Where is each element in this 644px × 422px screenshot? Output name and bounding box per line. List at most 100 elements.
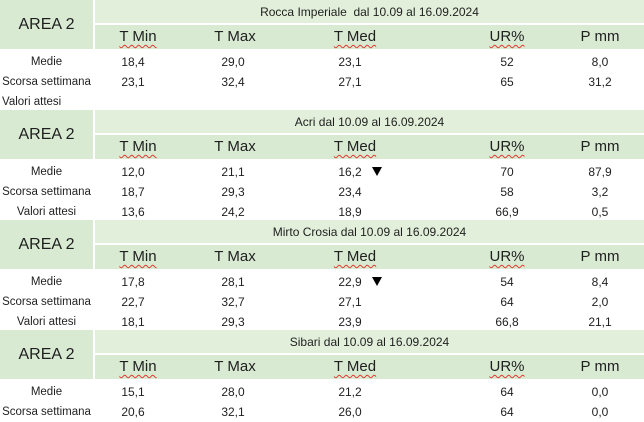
col-header-tmax: T Max [214, 358, 256, 375]
cell-tmed: 27,1 [338, 295, 362, 309]
cell-pmm: 8,4 [591, 275, 609, 289]
cell-ur: 54 [500, 275, 514, 289]
column-header-row: T Min T Max T Med UR% P mm [95, 355, 644, 379]
col-header-ur: UR% [489, 248, 525, 265]
row-label-medie: Medie [30, 56, 63, 68]
table-row-medie: Medie 17,8 28,1 22,9 54 8,4 [0, 272, 644, 292]
col-header-tmax: T Max [214, 28, 256, 45]
col-header-ur: UR% [489, 138, 525, 155]
cell-ur: 52 [500, 55, 514, 69]
col-header-tmin: T Min [119, 28, 157, 45]
table-row-scorsa: Scorsa settimana 22,7 32,7 27,1 64 2,0 [0, 292, 644, 312]
cell-tmin: 18,1 [121, 315, 145, 329]
area-label: AREA 2 [0, 0, 95, 49]
down-arrow-icon [372, 167, 382, 176]
table-row-attesi: Valori attesi [0, 92, 644, 112]
cell-tmax: 29,3 [221, 315, 245, 329]
col-header-pmm: P mm [580, 358, 620, 375]
cell-tmin: 20,6 [121, 405, 145, 419]
table-row-medie: Medie 15,1 28,0 21,2 64 0,0 [0, 382, 644, 402]
col-header-tmed: T Med [333, 28, 377, 45]
cell-ur: 70 [500, 165, 514, 179]
cell-tmed: 23,9 [338, 315, 362, 329]
col-header-pmm: P mm [580, 28, 620, 45]
cell-tmed: 21,2 [338, 385, 362, 399]
cell-pmm: 0,0 [591, 405, 609, 419]
station-title: Sibari dal 10.09 al 16.09.2024 [95, 330, 644, 355]
column-header-row: T Min T Max T Med UR% P mm [95, 25, 644, 49]
cell-tmax: 29,0 [221, 55, 245, 69]
column-header-row: T Min T Max T Med UR% P mm [95, 245, 644, 269]
cell-tmin: 18,7 [121, 185, 145, 199]
row-label-scorsa: Scorsa settimana [2, 406, 91, 418]
cell-pmm: 8,0 [591, 55, 609, 69]
col-header-ur: UR% [489, 28, 525, 45]
cell-tmin: 22,7 [121, 295, 145, 309]
cell-tmax: 28,1 [221, 275, 245, 289]
table-row-attesi: Valori attesi 18,1 29,3 23,9 66,8 21,1 [0, 312, 644, 332]
cell-tmed: 27,1 [338, 75, 362, 89]
row-label-scorsa: Scorsa settimana [2, 186, 91, 198]
cell-tmax: 21,1 [221, 165, 245, 179]
cell-tmed: 23,1 [338, 55, 362, 69]
cell-ur: 64 [500, 295, 514, 309]
cell-pmm: 87,9 [588, 165, 612, 179]
col-header-tmin: T Min [119, 248, 157, 265]
cell-tmed: 22,9 [338, 275, 362, 289]
cell-ur: 64 [500, 405, 514, 419]
row-label-scorsa: Scorsa settimana [2, 296, 91, 308]
station-title: Acri dal 10.09 al 16.09.2024 [95, 110, 644, 135]
cell-tmin: 15,1 [121, 385, 145, 399]
area-label: AREA 2 [0, 220, 95, 269]
row-label-medie: Medie [30, 166, 63, 178]
table-row-medie: Medie 12,0 21,1 16,2 70 87,9 [0, 162, 644, 182]
table-row-scorsa: Scorsa settimana 20,6 32,1 26,0 64 0,0 [0, 402, 644, 422]
cell-tmed: 18,9 [338, 205, 362, 219]
col-header-tmax: T Max [214, 248, 256, 265]
col-header-tmin: T Min [119, 358, 157, 375]
cell-tmin: 23,1 [121, 75, 145, 89]
cell-tmax: 32,7 [221, 295, 245, 309]
row-label-attesi: Valori attesi [2, 96, 62, 108]
table-row-scorsa: Scorsa settimana 18,7 29,3 23,4 58 3,2 [0, 182, 644, 202]
table-row-scorsa: Scorsa settimana 23,1 32,4 27,1 65 31,2 [0, 72, 644, 92]
row-label-attesi: Valori attesi [16, 316, 77, 328]
cell-ur: 66,9 [495, 205, 519, 219]
cell-tmed: 26,0 [338, 405, 362, 419]
column-header-row: T Min T Max T Med UR% P mm [95, 135, 644, 159]
cell-tmax: 28,0 [221, 385, 245, 399]
col-header-tmin: T Min [119, 138, 157, 155]
cell-pmm: 31,2 [588, 75, 612, 89]
table-row-attesi: Valori attesi 13,6 24,2 18,9 66,9 0,5 [0, 202, 644, 222]
cell-ur: 58 [500, 185, 514, 199]
cell-tmin: 18,4 [121, 55, 145, 69]
cell-tmin: 12,0 [121, 165, 145, 179]
cell-tmin: 13,6 [121, 205, 145, 219]
col-header-pmm: P mm [580, 248, 620, 265]
cell-ur: 66,8 [495, 315, 519, 329]
cell-pmm: 3,2 [591, 185, 609, 199]
cell-tmax: 29,3 [221, 185, 245, 199]
col-header-tmed: T Med [333, 248, 377, 265]
cell-ur: 65 [500, 75, 514, 89]
table-row-medie: Medie 18,4 29,0 23,1 52 8,0 [0, 52, 644, 72]
cell-pmm: 21,1 [588, 315, 612, 329]
cell-tmed: 16,2 [338, 165, 362, 179]
cell-tmax: 24,2 [221, 205, 245, 219]
station-title: Mirto Crosia dal 10.09 al 16.09.2024 [95, 220, 644, 245]
cell-tmin: 17,8 [121, 275, 145, 289]
cell-ur: 64 [500, 385, 514, 399]
row-label-medie: Medie [30, 276, 63, 288]
col-header-tmax: T Max [214, 138, 256, 155]
cell-pmm: 0,5 [591, 205, 609, 219]
area-label: AREA 2 [0, 330, 95, 379]
row-label-attesi: Valori attesi [16, 206, 77, 218]
row-label-scorsa: Scorsa settimana [2, 76, 91, 88]
cell-tmed: 23,4 [338, 185, 362, 199]
col-header-tmed: T Med [333, 358, 377, 375]
cell-tmax: 32,4 [221, 75, 245, 89]
down-arrow-icon [372, 277, 382, 286]
cell-tmax: 32,1 [221, 405, 245, 419]
col-header-ur: UR% [489, 358, 525, 375]
